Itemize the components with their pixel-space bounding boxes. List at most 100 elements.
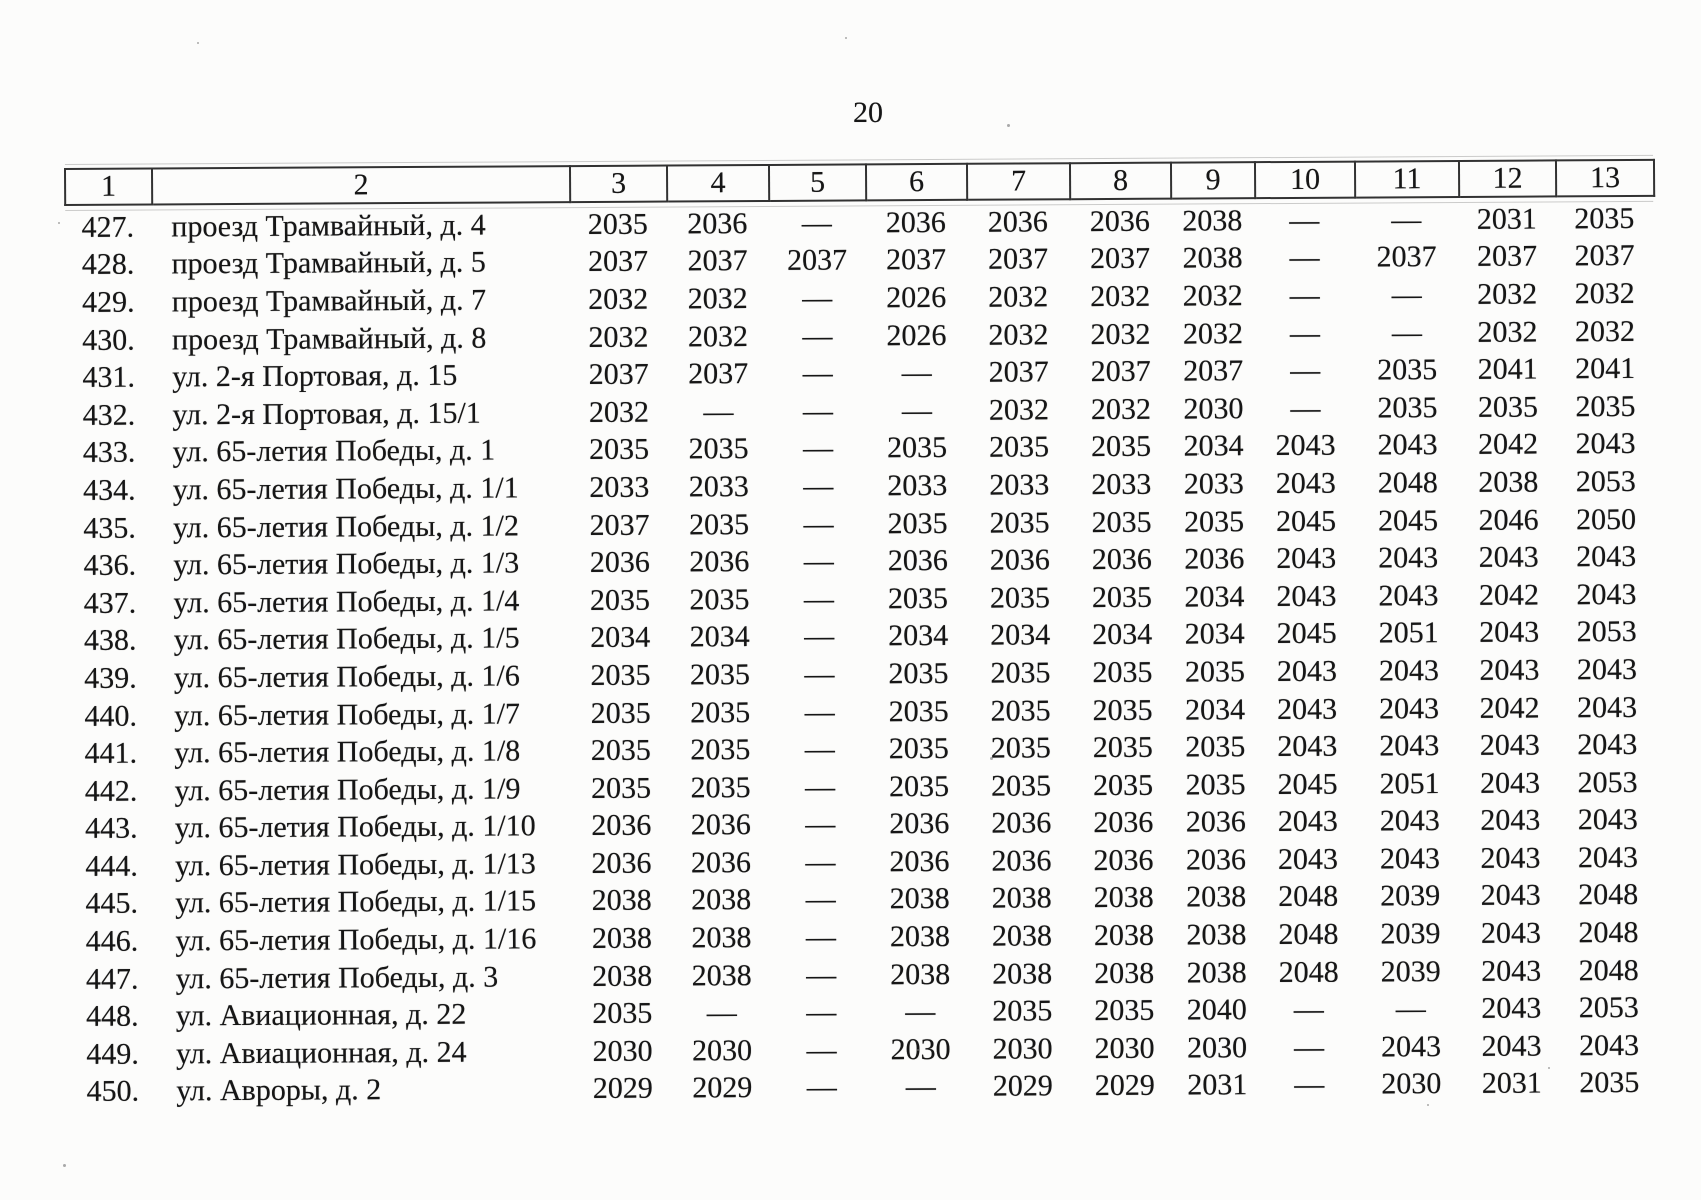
year-cell: 2038 — [1186, 955, 1247, 990]
year-cell: 2030 — [992, 1032, 1053, 1066]
year-cell: 2036 — [1184, 542, 1245, 576]
year-cell: 2037 — [589, 508, 650, 542]
year-cell: 2043 — [1480, 879, 1541, 913]
year-cell: 2036 — [991, 806, 1052, 840]
address-cell: проезд Трамвайный, д. 7 — [171, 283, 487, 319]
year-cell: 2037 — [1089, 242, 1151, 276]
dash-cell: — — [905, 995, 936, 1029]
year-cell: 2035 — [1092, 693, 1153, 727]
year-cell: 2035 — [587, 207, 648, 241]
address-cell: ул. 65-летия Победы, д. 1/1 — [172, 471, 519, 507]
dash-cell: — — [1391, 202, 1422, 237]
row-number-cell: 436. — [83, 548, 137, 583]
year-cell: 2036 — [589, 545, 650, 580]
year-cell: 2035 — [1184, 655, 1246, 689]
column-header: 11 — [1354, 160, 1460, 198]
year-cell: 2035 — [1185, 730, 1246, 764]
year-cell: 2037 — [1574, 239, 1635, 273]
year-cell: 2035 — [590, 733, 651, 768]
year-cell: 2043 — [1578, 1028, 1640, 1063]
year-cell: 2035 — [689, 582, 750, 617]
column-header: 7 — [966, 163, 1071, 200]
year-cell: 2036 — [887, 544, 948, 578]
dash-cell: — — [805, 845, 836, 879]
year-cell: 2043 — [1378, 654, 1440, 688]
row-number-cell: 431. — [82, 360, 136, 395]
year-cell: 2031 — [1187, 1068, 1248, 1103]
column-header: 1 — [64, 168, 153, 206]
year-cell: 2032 — [988, 317, 1049, 352]
address-cell: ул. 2-я Портовая, д. 15 — [172, 358, 458, 394]
year-cell: 2043 — [1479, 728, 1540, 762]
year-cell: 2035 — [990, 693, 1051, 728]
dash-cell: — — [1289, 278, 1320, 312]
year-cell: 2043 — [1576, 540, 1637, 574]
dash-cell: — — [1395, 992, 1426, 1026]
year-cell: 2032 — [1090, 279, 1151, 314]
year-cell: 2042 — [1479, 691, 1540, 725]
year-cell: 2048 — [1578, 916, 1639, 950]
column-header: 4 — [666, 164, 770, 202]
page-number: 20 — [853, 96, 883, 129]
year-cell: 2038 — [592, 959, 653, 993]
year-cell: 2043 — [1481, 1029, 1542, 1063]
address-cell: ул. 65-летия Победы, д. 1/10 — [174, 809, 536, 845]
column-header: 2 — [151, 166, 571, 205]
year-cell: 2035 — [1377, 390, 1438, 425]
year-cell: 2039 — [1380, 917, 1441, 951]
year-cell: 2035 — [1092, 730, 1153, 765]
scan-speck — [1427, 1104, 1429, 1106]
row-number-cell: 439. — [84, 661, 137, 695]
year-cell: 2033 — [589, 470, 650, 504]
year-cell: 2036 — [690, 845, 752, 880]
scan-speck — [63, 1164, 66, 1167]
scan-speck — [1197, 453, 1199, 455]
year-cell: 2043 — [1379, 804, 1440, 838]
year-cell: 2035 — [1477, 390, 1538, 424]
year-cell: 2043 — [1378, 578, 1439, 613]
year-cell: 2038 — [992, 957, 1053, 991]
year-cell: 2035 — [1574, 201, 1635, 236]
year-cell: 2045 — [1276, 617, 1337, 651]
address-cell: ул. 65-летия Победы, д. 1/16 — [175, 922, 537, 958]
year-cell: 2036 — [889, 844, 950, 879]
year-cell: 2037 — [1090, 354, 1151, 389]
year-cell: 2036 — [1093, 843, 1154, 877]
year-cell: 2038 — [1186, 880, 1247, 915]
dash-cell: — — [801, 206, 832, 240]
row-number-cell: 428. — [81, 247, 135, 282]
year-cell: 2035 — [992, 994, 1053, 1028]
row-number-cell: 447. — [85, 962, 139, 996]
year-cell: 2050 — [1575, 502, 1637, 536]
year-cell: 2043 — [1276, 579, 1337, 613]
year-cell: 2039 — [1380, 879, 1441, 913]
dash-cell: — — [901, 393, 932, 427]
row-number-cell: 432. — [82, 398, 136, 432]
year-cell: 2036 — [1185, 805, 1246, 839]
dash-cell: — — [1289, 241, 1320, 275]
year-cell: 2035 — [590, 771, 652, 805]
year-cell: 2033 — [1183, 467, 1244, 501]
year-cell: 2038 — [591, 921, 653, 956]
year-cell: 2033 — [887, 468, 948, 503]
year-cell: 2038 — [991, 919, 1053, 953]
year-cell: 2035 — [688, 507, 750, 541]
year-cell: 2038 — [889, 882, 950, 916]
year-cell: 2031 — [1481, 1066, 1542, 1101]
column-header: 6 — [865, 163, 968, 201]
year-cell: 2035 — [990, 769, 1052, 803]
year-cell: 2048 — [1578, 953, 1639, 987]
year-cell: 2030 — [1186, 1031, 1248, 1065]
year-cell: 2053 — [1576, 615, 1637, 649]
year-cell: 2035 — [887, 506, 948, 540]
year-cell: 2037 — [1376, 240, 1437, 274]
year-cell: 2032 — [1090, 317, 1151, 351]
row-number-cell: 433. — [82, 435, 136, 470]
row-number-cell: 444. — [85, 849, 138, 883]
table-body: 427. проезд Трамвайный, д. 4 2035 2036—2036… — [64, 200, 1658, 1111]
row-number-cell: 429. — [81, 285, 135, 319]
dash-cell: — — [706, 996, 737, 1030]
year-cell: 2034 — [1092, 618, 1153, 652]
year-cell: 2033 — [1091, 467, 1152, 502]
dash-cell: — — [804, 619, 835, 654]
